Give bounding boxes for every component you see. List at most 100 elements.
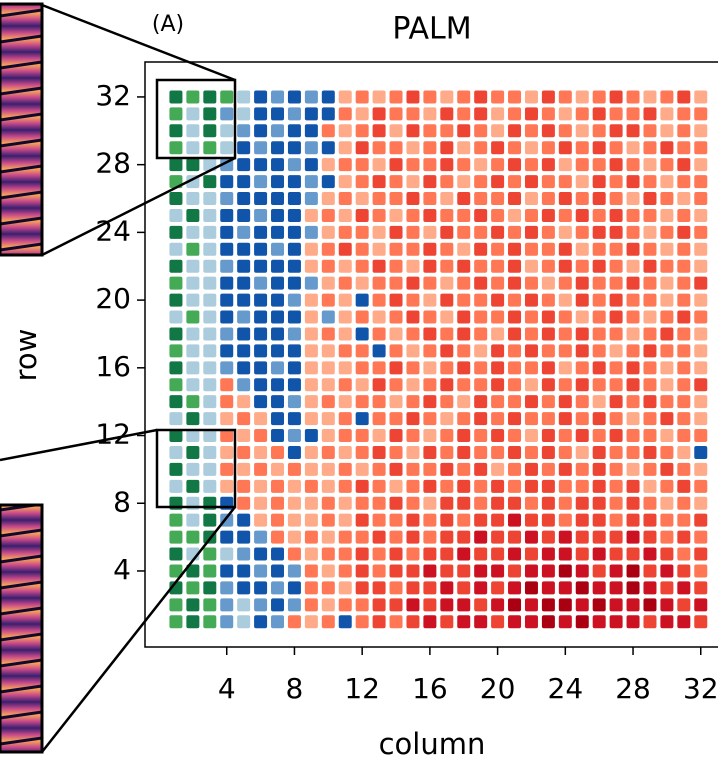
- cell: [356, 463, 369, 476]
- cell: [406, 378, 419, 391]
- cell: [542, 260, 555, 273]
- cell: [339, 175, 352, 188]
- cell: [254, 446, 267, 459]
- cell: [373, 615, 386, 628]
- cell: [390, 412, 403, 425]
- cell: [305, 277, 318, 290]
- cell: [288, 598, 301, 611]
- cell: [322, 107, 335, 120]
- cell: [305, 598, 318, 611]
- cell: [525, 209, 538, 222]
- cell: [593, 277, 606, 290]
- cell: [305, 361, 318, 374]
- cell: [660, 294, 673, 307]
- cell: [694, 209, 707, 222]
- cell: [186, 412, 199, 425]
- cell: [542, 581, 555, 594]
- cell: [576, 548, 589, 561]
- cell: [694, 260, 707, 273]
- cell: [457, 514, 470, 527]
- cell: [694, 243, 707, 256]
- cell: [694, 615, 707, 628]
- cell: [288, 192, 301, 205]
- cell: [237, 429, 250, 442]
- cell: [627, 158, 640, 171]
- cell: [322, 277, 335, 290]
- cell: [508, 361, 521, 374]
- cell: [525, 463, 538, 476]
- cell: [525, 311, 538, 324]
- cell: [305, 412, 318, 425]
- cell: [237, 260, 250, 273]
- cell: [508, 395, 521, 408]
- cell: [203, 615, 216, 628]
- cell: [169, 548, 182, 561]
- cell: [491, 141, 504, 154]
- cell: [525, 141, 538, 154]
- cell: [610, 311, 623, 324]
- cell: [254, 311, 267, 324]
- cell: [288, 226, 301, 239]
- cell: [508, 463, 521, 476]
- cell: [339, 311, 352, 324]
- cell: [322, 124, 335, 137]
- cell: [237, 598, 250, 611]
- cell: [322, 581, 335, 594]
- cell: [373, 480, 386, 493]
- cell: [677, 395, 690, 408]
- cell: [305, 378, 318, 391]
- cell: [542, 446, 555, 459]
- cell: [373, 378, 386, 391]
- cell: [271, 564, 284, 577]
- cell: [423, 226, 436, 239]
- cell: [203, 107, 216, 120]
- cell: [356, 141, 369, 154]
- cell: [373, 598, 386, 611]
- cell: [356, 395, 369, 408]
- cell: [694, 598, 707, 611]
- cell: [643, 294, 656, 307]
- cell: [339, 209, 352, 222]
- cell: [525, 378, 538, 391]
- cell: [390, 531, 403, 544]
- cell: [305, 226, 318, 239]
- cell: [373, 158, 386, 171]
- cell: [643, 598, 656, 611]
- cell: [186, 581, 199, 594]
- cell: [356, 294, 369, 307]
- cell: [593, 412, 606, 425]
- cell: [186, 158, 199, 171]
- cell: [559, 581, 572, 594]
- cell: [203, 311, 216, 324]
- cell: [677, 141, 690, 154]
- inset-image: [0, 4, 42, 255]
- cell: [491, 311, 504, 324]
- cell: [576, 531, 589, 544]
- cell: [356, 480, 369, 493]
- cell: [576, 260, 589, 273]
- cell: [694, 158, 707, 171]
- cell: [559, 107, 572, 120]
- cell: [542, 412, 555, 425]
- cell: [203, 344, 216, 357]
- cell: [660, 209, 673, 222]
- cell: [305, 548, 318, 561]
- y-axis-label: row: [9, 329, 43, 382]
- cell: [643, 192, 656, 205]
- cell: [643, 243, 656, 256]
- cell: [508, 480, 521, 493]
- cell: [457, 107, 470, 120]
- cell: [271, 158, 284, 171]
- cell: [677, 209, 690, 222]
- cell: [457, 480, 470, 493]
- cell: [305, 90, 318, 103]
- cell: [474, 395, 487, 408]
- cell: [576, 226, 589, 239]
- cell: [288, 327, 301, 340]
- cell: [440, 446, 453, 459]
- cell: [457, 598, 470, 611]
- cell: [508, 277, 521, 290]
- cell: [508, 548, 521, 561]
- cell: [457, 192, 470, 205]
- cell: [423, 378, 436, 391]
